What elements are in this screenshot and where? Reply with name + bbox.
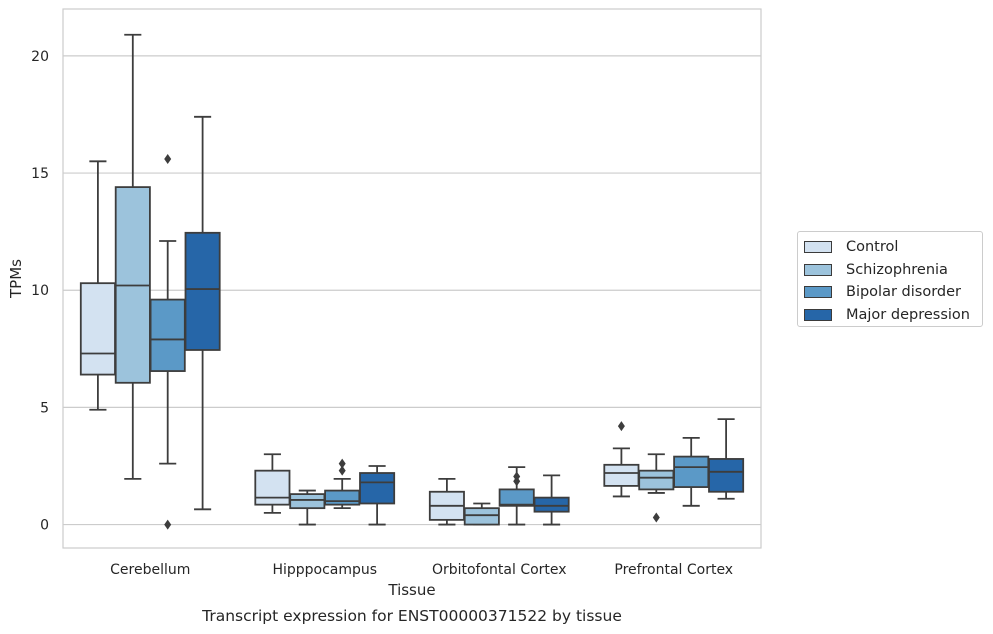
chart-title: Transcript expression for ENST0000037152…	[201, 607, 622, 625]
box-body	[463, 507, 500, 526]
x-tick-label: Hipppocampus	[272, 562, 377, 578]
legend-item: Control	[804, 236, 982, 259]
outlier-point	[617, 421, 625, 432]
box-bipolar-disorder-cerebellum	[149, 153, 186, 530]
legend-label: Major depression	[846, 306, 970, 323]
legend-swatch	[804, 286, 832, 299]
outlier-point	[338, 465, 346, 476]
box-plots	[79, 33, 745, 530]
box-control-orbitofontal-cortex	[428, 477, 465, 526]
plot-frame	[62, 8, 762, 549]
box-body	[184, 231, 221, 351]
x-axis-ticks: Cerebellum Hipppocampus Orbitofontal Corte…	[110, 562, 733, 578]
legend-swatch	[804, 308, 832, 321]
box-bipolar-disorder-orbitofontal-cortex	[498, 466, 535, 526]
outlier-point	[164, 153, 172, 164]
box-body	[149, 298, 186, 372]
box-body	[254, 469, 291, 506]
x-tick-label: Prefrontal Cortex	[614, 562, 733, 578]
legend: Control Schizophrenia Bipolar disorder Majo…	[797, 231, 983, 327]
y-tick-label: 10	[31, 283, 49, 299]
box-schizophrenia-prefrontal-cortex	[638, 453, 675, 523]
box-body	[289, 493, 326, 510]
outlier-point	[338, 458, 346, 469]
y-tick-label: 20	[31, 49, 49, 65]
box-major-depression-hipppocampus	[359, 465, 396, 526]
plot-background	[63, 9, 761, 548]
legend-item: Major depression	[804, 304, 982, 327]
legend-label: Control	[846, 239, 899, 256]
grid-lines	[63, 55, 761, 526]
y-tick-label: 0	[40, 518, 49, 534]
outlier-point	[513, 471, 521, 482]
box-schizophrenia-orbitofontal-cortex	[463, 502, 500, 526]
box-body	[533, 496, 570, 513]
box-body	[603, 463, 640, 487]
y-axis-ticks: 0 5 10 15 20	[31, 49, 49, 534]
legend-item: Schizophrenia	[804, 259, 982, 282]
box-body	[638, 469, 675, 491]
box-body	[324, 489, 361, 506]
box-schizophrenia-cerebellum	[114, 33, 151, 480]
box-body	[359, 472, 396, 505]
box-major-depression-prefrontal-cortex	[708, 418, 745, 500]
box-major-depression-cerebellum	[184, 115, 221, 511]
legend-label: Bipolar disorder	[846, 284, 961, 301]
x-axis-label: Tissue	[387, 581, 435, 599]
box-body	[79, 282, 116, 376]
legend-swatch	[804, 241, 832, 254]
y-axis-label: TPMs	[7, 259, 25, 299]
outlier-point	[652, 512, 660, 523]
legend-label: Schizophrenia	[846, 261, 948, 278]
box-control-cerebellum	[79, 160, 116, 411]
y-tick-label: 5	[40, 400, 49, 416]
box-body	[708, 458, 745, 493]
box-bipolar-disorder-hipppocampus	[324, 458, 361, 510]
box-body	[673, 455, 710, 488]
y-tick-label: 15	[31, 166, 49, 182]
legend-item: Bipolar disorder	[804, 281, 982, 304]
box-control-hipppocampus	[254, 453, 291, 514]
outlier-point	[164, 519, 172, 530]
legend-swatch	[804, 263, 832, 276]
box-body	[498, 488, 535, 507]
x-tick-label: Orbitofontal Cortex	[432, 562, 567, 578]
x-tick-label: Cerebellum	[110, 562, 190, 578]
box-major-depression-orbitofontal-cortex	[533, 474, 570, 526]
